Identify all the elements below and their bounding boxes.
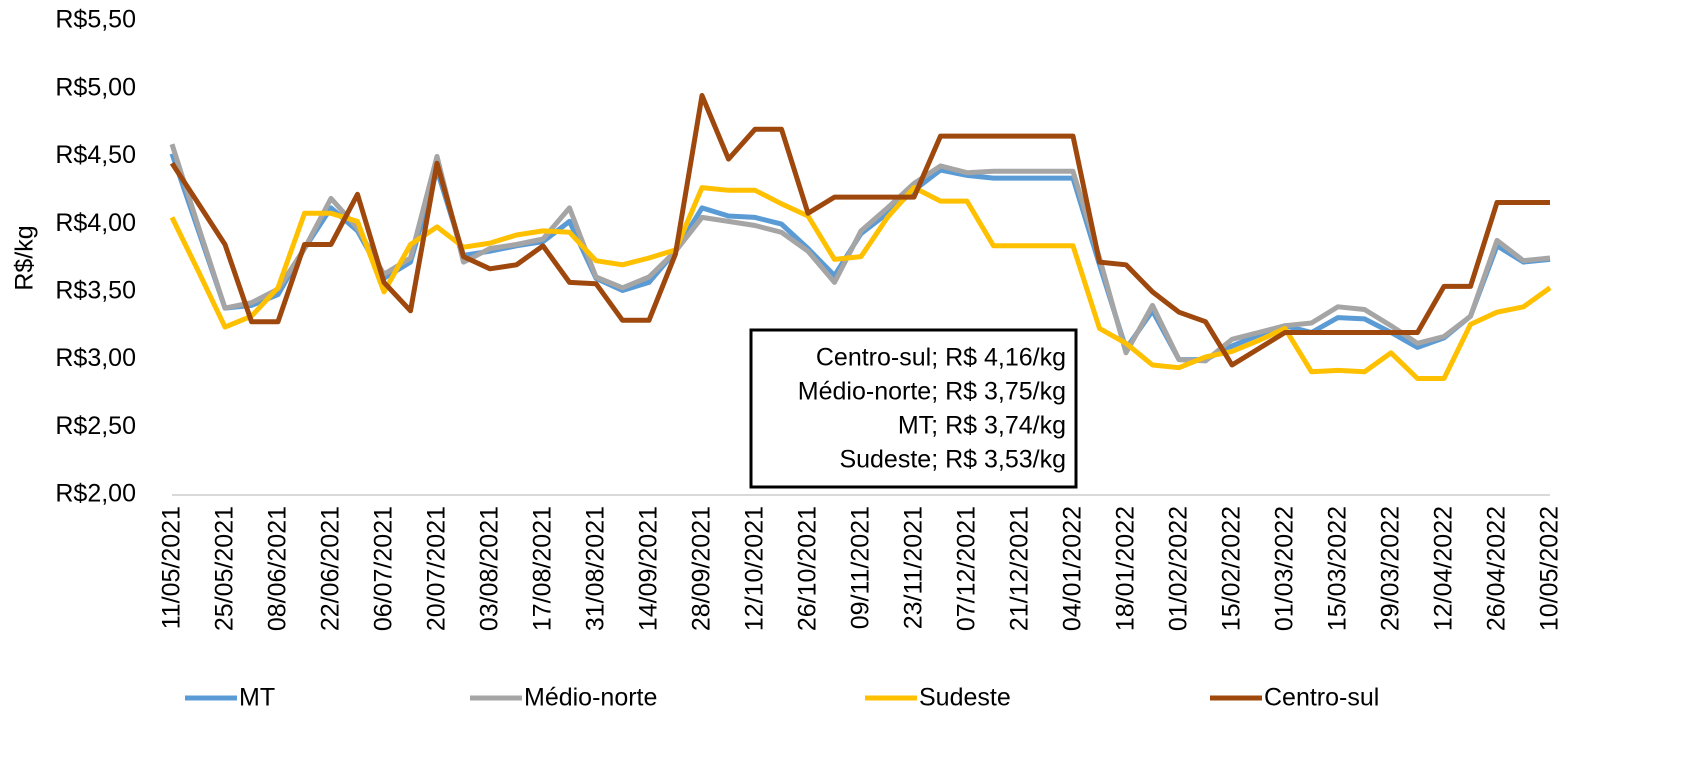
x-tick-label: 29/03/2022 [1377, 506, 1405, 631]
legend-label: Centro-sul [1264, 684, 1379, 712]
x-tick-label: 09/11/2021 [847, 506, 875, 629]
y-tick-label: R$4,00 [55, 209, 136, 237]
y-tick-label: R$3,00 [55, 344, 136, 372]
x-tick-label: 23/11/2021 [900, 506, 928, 629]
x-tick-label: 21/12/2021 [1006, 506, 1034, 631]
y-tick-label: R$5,00 [55, 73, 136, 101]
x-tick-label: 01/03/2022 [1271, 506, 1299, 631]
x-tick-label: 26/10/2021 [794, 506, 822, 631]
legend-label: Médio-norte [524, 684, 657, 712]
y-tick-label: R$2,00 [55, 480, 136, 508]
annotation-line: Sudeste; R$ 3,53/kg [839, 446, 1066, 474]
x-tick-label: 08/06/2021 [264, 506, 292, 631]
x-tick-label: 15/03/2022 [1324, 506, 1352, 631]
y-tick-label: R$2,50 [55, 412, 136, 440]
annotation-box [749, 328, 1078, 489]
line-series [169, 185, 1552, 381]
x-tick-label: 06/07/2021 [370, 506, 398, 631]
x-tick-label: 25/05/2021 [211, 506, 239, 631]
x-tick-label: 01/02/2022 [1165, 506, 1193, 631]
x-tick-label: 31/08/2021 [582, 506, 610, 631]
annotation-line: MT; R$ 3,74/kg [898, 412, 1066, 440]
x-tick-label: 22/06/2021 [317, 506, 345, 631]
legend-label: MT [239, 684, 275, 712]
x-tick-label: 11/05/2021 [158, 506, 186, 629]
x-tick-label: 10/05/2022 [1536, 506, 1564, 631]
x-tick-label: 12/10/2021 [741, 506, 769, 631]
y-tick-label: R$3,50 [55, 276, 136, 304]
x-tick-label: 03/08/2021 [476, 506, 504, 631]
x-tick-label: 26/04/2022 [1483, 506, 1511, 631]
y-axis-label: R$/kg [11, 225, 39, 290]
legend-label: Sudeste [919, 684, 1011, 712]
x-tick-label: 17/08/2021 [529, 506, 557, 631]
x-tick-label: 07/12/2021 [953, 506, 981, 631]
x-tick-label: 14/09/2021 [635, 506, 663, 631]
annotation-line: Médio-norte; R$ 3,75/kg [798, 378, 1066, 406]
x-tick-label: 04/01/2022 [1059, 506, 1087, 631]
x-tick-label: 18/01/2022 [1112, 506, 1140, 631]
x-tick-label: 15/02/2022 [1218, 506, 1246, 631]
x-tick-label: 28/09/2021 [688, 506, 716, 631]
annotation-line: Centro-sul; R$ 4,16/kg [816, 344, 1066, 372]
line-series [169, 93, 1550, 368]
x-tick-label: 20/07/2021 [423, 506, 451, 631]
x-tick-label: 12/04/2022 [1430, 506, 1458, 631]
y-tick-label: R$5,50 [55, 6, 136, 34]
y-tick-label: R$4,50 [55, 141, 136, 169]
